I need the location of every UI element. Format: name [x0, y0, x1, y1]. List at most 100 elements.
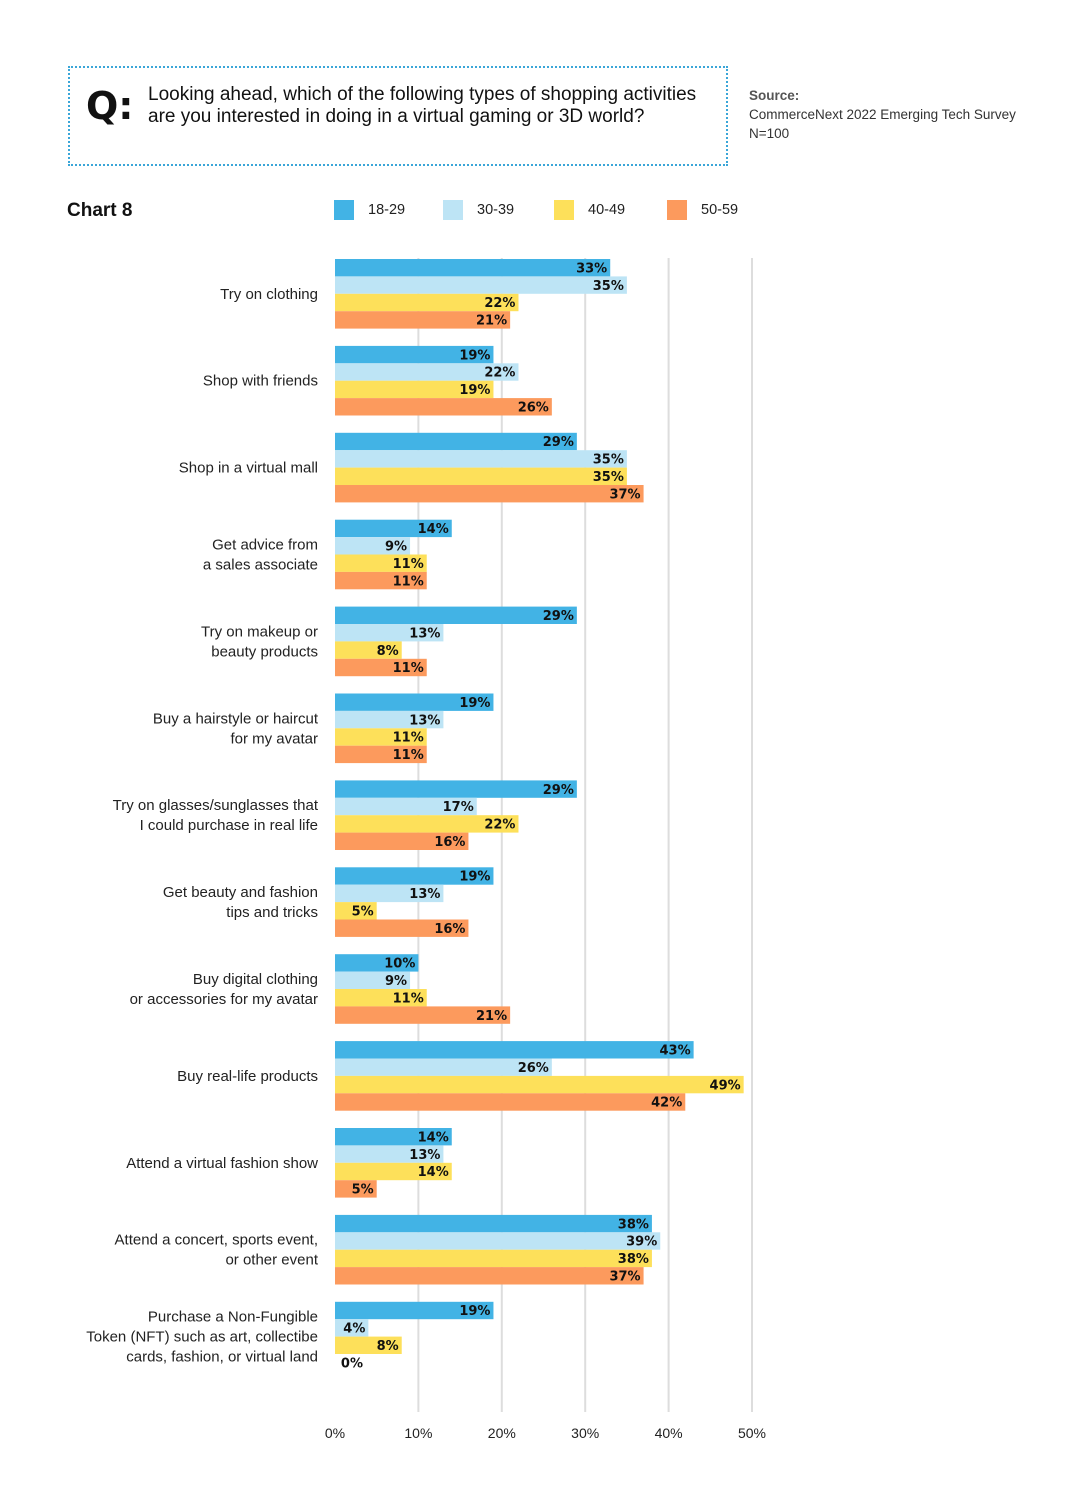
data-label-30-39: 17%: [443, 800, 474, 815]
category-label: Shop with friends: [203, 373, 318, 390]
data-label-18-29: 14%: [418, 522, 449, 537]
bar-30-39: [335, 710, 444, 729]
x-tick-label-50: 50%: [738, 1425, 766, 1441]
data-label-18-29: 19%: [459, 1304, 490, 1319]
data-label-18-29: 38%: [618, 1217, 649, 1232]
bar-30-39: [335, 1058, 552, 1076]
data-label-18-29: 29%: [543, 609, 574, 624]
category-label: Get beauty and fashion: [163, 884, 318, 901]
bar-50-59: [335, 919, 469, 937]
data-label-18-29: 43%: [659, 1044, 690, 1059]
bar-40-49: [335, 554, 427, 572]
source-label: Source:: [749, 88, 800, 103]
category-label: Purchase a Non-Fungible: [148, 1309, 318, 1326]
bar-18-29: [335, 867, 494, 885]
bar-50-59: [335, 1267, 644, 1285]
bar-30-39: [335, 363, 519, 381]
legend-swatch-30-39: [443, 200, 463, 220]
data-label-40-49: 49%: [710, 1078, 741, 1093]
bar-18-29: [335, 1128, 452, 1146]
data-label-40-49: 8%: [377, 644, 399, 659]
legend-item-18-29: 18-29: [334, 200, 405, 220]
question-mark-icon: Q:: [86, 84, 134, 128]
bar-40-49: [335, 1249, 652, 1268]
bar-50-59: [335, 398, 552, 416]
bar-40-49: [335, 1162, 452, 1181]
bar-30-39: [335, 1232, 661, 1250]
bar-40-49: [335, 728, 427, 746]
data-label-50-59: 21%: [476, 314, 507, 329]
bar-50-59: [335, 745, 427, 764]
category-label: Attend a concert, sports event,: [115, 1232, 318, 1249]
category-label: Buy real-life products: [177, 1068, 318, 1085]
bar-40-49: [335, 380, 494, 399]
data-label-40-49: 19%: [459, 383, 490, 398]
data-label-18-29: 29%: [543, 435, 574, 450]
legend-item-30-39: 30-39: [443, 200, 514, 220]
legend-swatch-40-49: [554, 200, 574, 220]
category-label: Attend a virtual fashion show: [126, 1155, 318, 1172]
data-label-50-59: 11%: [393, 574, 424, 589]
bar-50-59: [335, 832, 469, 850]
data-label-30-39: 13%: [409, 626, 440, 641]
bar-40-49: [335, 815, 519, 833]
bar-18-29: [335, 432, 577, 451]
data-label-50-59: 21%: [476, 1009, 507, 1024]
category-label: I could purchase in real life: [140, 817, 318, 834]
question-box: [68, 66, 728, 166]
legend-label-40-49: 40-49: [588, 202, 626, 218]
bar-40-49: [335, 1075, 744, 1094]
category-label: Get advice from: [212, 537, 318, 554]
data-label-40-49: 38%: [618, 1252, 649, 1267]
bar-30-39: [335, 884, 444, 903]
x-tick-label-10: 10%: [404, 1425, 432, 1441]
bar-18-29: [335, 954, 419, 972]
data-label-50-59: 11%: [393, 661, 424, 676]
category-label: for my avatar: [230, 730, 318, 747]
data-label-18-29: 19%: [459, 870, 490, 885]
legend-swatch-18-29: [334, 200, 354, 220]
bar-18-29: [335, 345, 494, 364]
bar-40-49: [335, 293, 519, 312]
data-label-40-49: 22%: [484, 818, 515, 833]
data-label-30-39: 26%: [518, 1061, 549, 1076]
data-label-18-29: 29%: [543, 783, 574, 798]
data-label-30-39: 22%: [484, 366, 515, 381]
bar-50-59: [335, 571, 427, 590]
bar-30-39: [335, 1319, 369, 1337]
category-label: Shop in a virtual mall: [179, 460, 318, 477]
sample-size: N=100: [749, 126, 790, 141]
bar-30-39: [335, 1145, 444, 1163]
data-label-50-59: 37%: [609, 487, 640, 502]
bar-18-29: [335, 693, 494, 711]
category-label: Buy digital clothing: [193, 971, 318, 988]
data-label-30-39: 13%: [409, 887, 440, 902]
data-label-40-49: 11%: [393, 731, 424, 746]
chart-title: Chart 8: [67, 200, 133, 221]
data-label-40-49: 14%: [418, 1165, 449, 1180]
legend-item-40-49: 40-49: [554, 200, 625, 220]
data-label-18-29: 19%: [459, 348, 490, 363]
bar-30-39: [335, 537, 411, 555]
legend-item-50-59: 50-59: [667, 200, 738, 220]
data-label-30-39: 13%: [409, 713, 440, 728]
data-label-40-49: 8%: [377, 1339, 399, 1354]
data-label-50-59: 37%: [609, 1270, 640, 1285]
bar-18-29: [335, 1041, 694, 1059]
chart-legend: 18-29 30-39 40-49 50-59: [0, 200, 1072, 224]
bar-18-29: [335, 519, 452, 538]
data-label-30-39: 9%: [385, 540, 407, 555]
data-label-40-49: 11%: [393, 991, 424, 1006]
bar-30-39: [335, 797, 477, 816]
category-label: or other event: [225, 1252, 318, 1269]
bar-18-29: [335, 1301, 494, 1320]
x-tick-label-30: 30%: [571, 1425, 599, 1441]
bar-40-49: [335, 467, 627, 485]
data-label-30-39: 35%: [593, 453, 624, 468]
bar-18-29: [335, 259, 611, 277]
legend-label-18-29: 18-29: [368, 202, 406, 218]
category-label: beauty products: [211, 643, 318, 660]
category-label: or accessories for my avatar: [130, 991, 318, 1008]
bar-40-49: [335, 989, 427, 1007]
data-label-40-49: 35%: [593, 470, 624, 485]
